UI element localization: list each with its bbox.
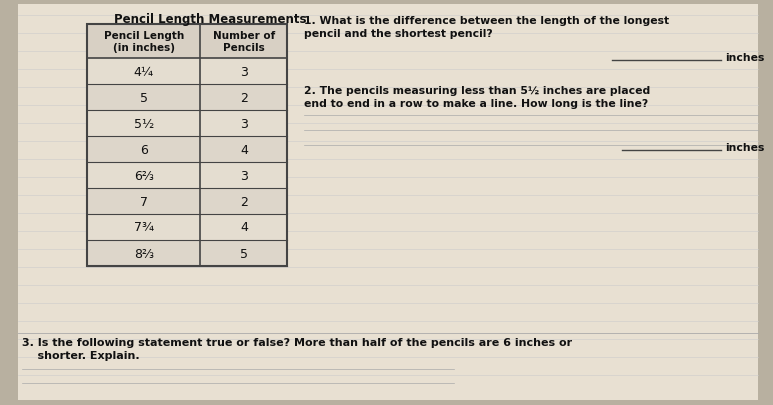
Bar: [87, 25, 288, 59]
Text: pencil and the shortest pencil?: pencil and the shortest pencil?: [304, 29, 493, 39]
Bar: [87, 241, 288, 266]
Text: 5: 5: [240, 247, 248, 260]
Text: Pencil Length
(in inches): Pencil Length (in inches): [104, 31, 184, 53]
Text: inches: inches: [726, 143, 765, 153]
Bar: [87, 25, 288, 266]
Text: 6: 6: [140, 143, 148, 156]
Text: 2: 2: [240, 195, 248, 208]
Text: inches: inches: [726, 53, 765, 63]
Bar: [87, 189, 288, 215]
Text: 8⅔: 8⅔: [134, 247, 154, 260]
Text: 2. The pencils measuring less than 5½ inches are placed: 2. The pencils measuring less than 5½ in…: [304, 86, 650, 96]
Bar: [87, 162, 288, 189]
Bar: [87, 136, 288, 162]
Text: 7¾: 7¾: [134, 221, 154, 234]
Bar: [87, 111, 288, 136]
Text: 3: 3: [240, 65, 248, 78]
Text: Number of
Pencils: Number of Pencils: [213, 31, 275, 53]
Text: 6⅔: 6⅔: [134, 169, 154, 182]
Text: 5: 5: [140, 91, 148, 104]
Bar: [87, 85, 288, 111]
Text: 3: 3: [240, 117, 248, 130]
Text: 3: 3: [240, 169, 248, 182]
Text: 3. Is the following statement true or false? More than half of the pencils are 6: 3. Is the following statement true or fa…: [22, 337, 572, 347]
Bar: [87, 59, 288, 85]
Text: shorter. Explain.: shorter. Explain.: [22, 350, 139, 360]
Text: 2: 2: [240, 91, 248, 104]
Text: 1. What is the difference between the length of the longest: 1. What is the difference between the le…: [304, 16, 669, 26]
Text: 5½: 5½: [134, 117, 154, 130]
Bar: [87, 215, 288, 241]
Text: end to end in a row to make a line. How long is the line?: end to end in a row to make a line. How …: [304, 99, 649, 109]
Text: 4¼: 4¼: [134, 65, 154, 78]
Text: 4: 4: [240, 221, 248, 234]
Text: Pencil Length Measurements: Pencil Length Measurements: [114, 13, 306, 26]
Text: 4: 4: [240, 143, 248, 156]
Text: 7: 7: [140, 195, 148, 208]
